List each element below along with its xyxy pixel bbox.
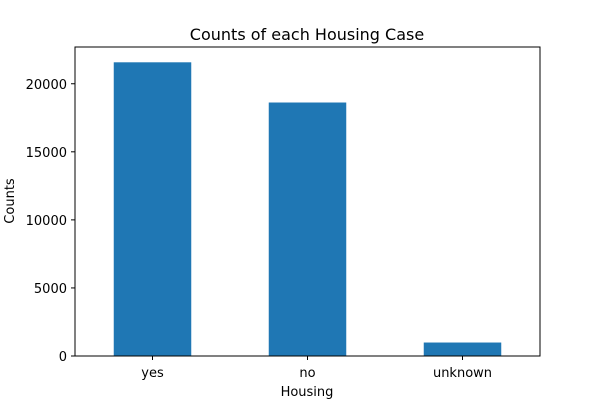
y-axis-label: Counts — [3, 178, 18, 224]
bars — [113, 62, 502, 356]
x-tick-label-no: no — [299, 366, 315, 381]
x-tick-label-yes: yes — [141, 366, 164, 381]
plot-frame — [74, 46, 541, 357]
bar-unknown — [423, 342, 502, 356]
x-tick-label-unknown: unknown — [433, 366, 492, 381]
bar-no — [268, 102, 347, 356]
y-tick-label: 10000 — [26, 214, 67, 229]
y-tick-label: 15000 — [26, 146, 67, 161]
bar-yes — [113, 62, 192, 356]
y-tick-label: 20000 — [26, 78, 67, 93]
y-tick-label: 5000 — [34, 282, 67, 297]
y-tick-label: 0 — [59, 350, 67, 365]
x-axis-ticks: yes no unknown — [141, 356, 492, 381]
x-axis-label: Housing — [281, 385, 334, 400]
y-axis-ticks: 0 5000 10000 15000 20000 — [26, 78, 75, 365]
chart-title: Counts of each Housing Case — [190, 25, 424, 44]
